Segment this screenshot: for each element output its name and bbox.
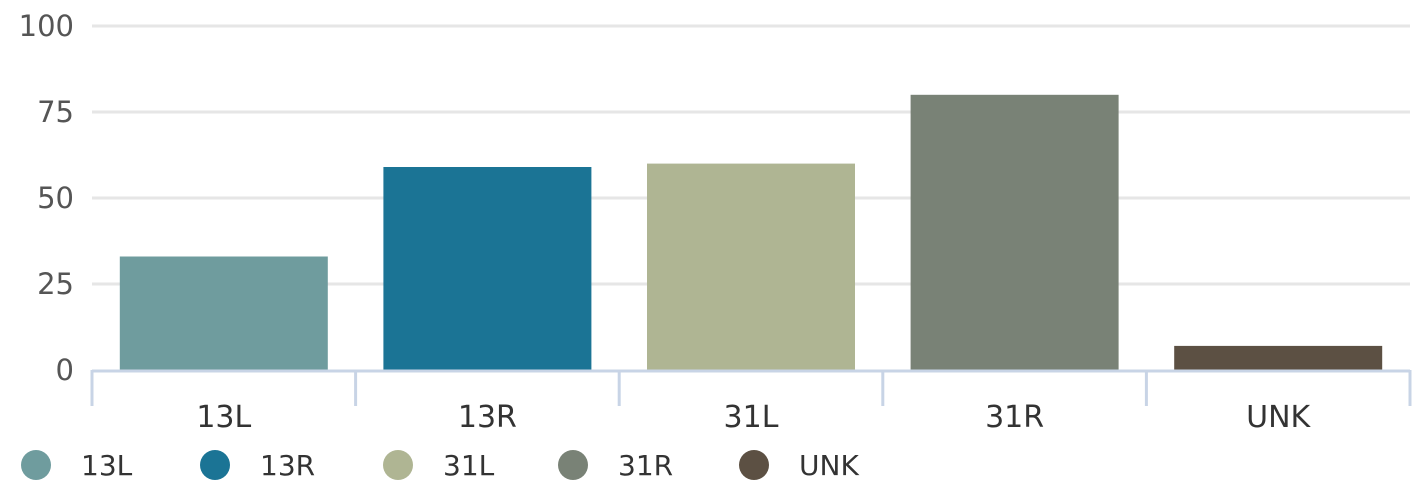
x-tick-label: 13R	[458, 400, 517, 435]
legend-label: 31L	[443, 449, 495, 481]
legend-item-31l: 31L	[383, 449, 495, 482]
bars	[119, 94, 1383, 371]
x-tick-label: 31R	[985, 400, 1044, 435]
y-tick-label: 50	[37, 181, 74, 215]
legend-label: 31R	[618, 449, 673, 481]
x-axis	[90, 369, 1412, 406]
x-tick-label: 31L	[724, 400, 779, 435]
legend-item-31r: 31R	[558, 449, 673, 482]
y-axis-ticks: 0 25 50 75 100	[19, 9, 74, 387]
legend-swatch	[200, 450, 230, 480]
y-tick-label: 75	[37, 95, 74, 129]
y-tick-label: 0	[56, 353, 74, 387]
legend-swatch	[558, 450, 588, 480]
legend-item-unk: UNK	[739, 449, 859, 482]
legend-item-13r: 13R	[200, 449, 315, 482]
bar-13l	[119, 256, 328, 370]
x-tick-label: 13L	[196, 400, 251, 435]
legend-swatch	[739, 450, 769, 480]
legend-label: 13L	[81, 449, 133, 481]
x-tick-label: UNK	[1246, 400, 1311, 435]
bar-unk	[1174, 345, 1383, 370]
y-tick-label: 100	[19, 9, 74, 43]
bar-31l	[647, 163, 855, 370]
legend-swatch	[383, 450, 413, 480]
legend-item-13l: 13L	[21, 449, 133, 482]
bar-31r	[910, 94, 1119, 371]
legend-label: UNK	[799, 449, 859, 481]
legend: 13L 13R 31L 31R UNK	[21, 449, 859, 482]
legend-swatch	[21, 450, 51, 480]
bar-13r	[383, 167, 592, 370]
legend-label: 13R	[260, 449, 315, 481]
x-axis-labels: 13L 13R 31L 31R UNK	[196, 400, 1311, 435]
y-tick-label: 25	[37, 267, 74, 301]
